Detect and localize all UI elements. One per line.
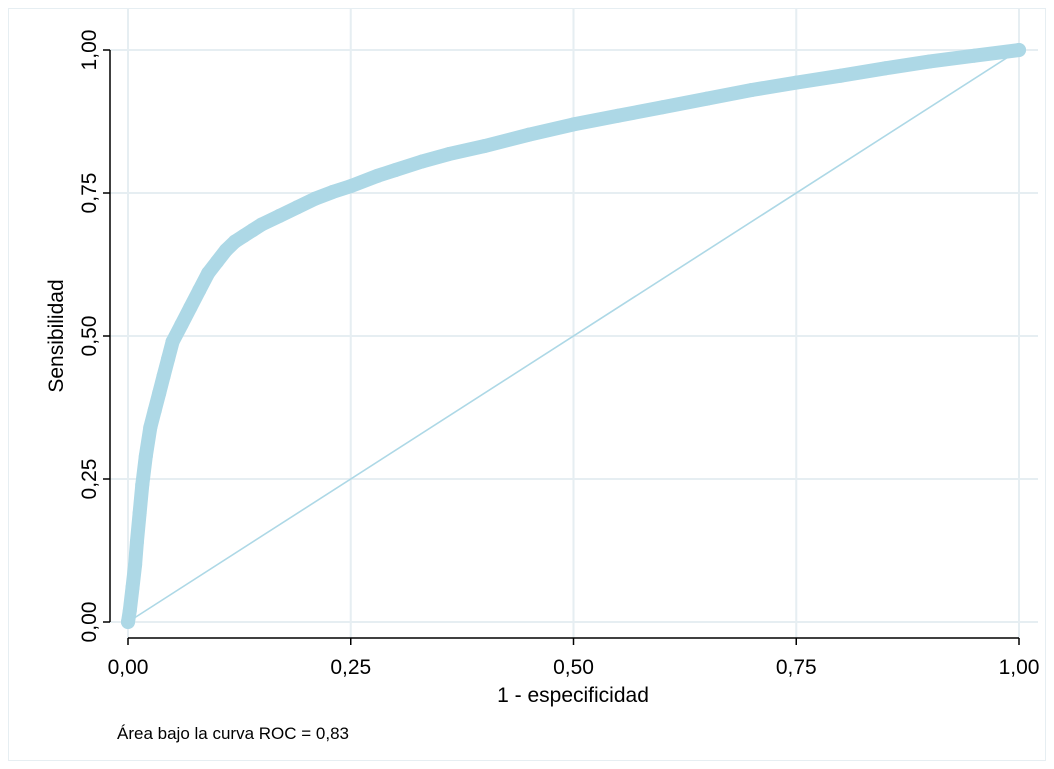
roc-point [121,615,135,629]
x-tick-label-1: 0,25 [330,656,371,679]
y-tick-label-1: 0,25 [78,459,101,500]
roc-point [441,147,456,162]
roc-point [922,54,937,69]
roc-point [477,139,492,154]
roc-point [343,179,358,194]
roc-point [878,61,893,76]
roc-point [254,217,269,232]
roc-point [325,184,340,199]
reference-layer [127,49,1020,623]
roc-point [744,83,759,98]
roc-point [122,603,137,618]
roc-point [192,283,207,298]
x-tick-label-0: 0,00 [108,656,149,679]
reference-diagonal-line [127,49,1020,623]
roc-point [132,506,147,521]
y-tick-label-3: 0,75 [78,173,101,214]
roc-point [700,91,715,106]
tick-layer: 0,00 0,25 0,50 0,75 1,00 0,00 0,25 0,50 0,75 1,00 [78,30,1039,679]
roc-point [165,334,180,349]
grid-layer [110,8,1038,638]
x-tick-label-2: 0,50 [553,656,594,679]
roc-point [183,300,198,315]
roc-point [521,127,536,142]
roc-point [128,557,143,572]
roc-point [308,191,323,206]
roc-point [967,48,982,63]
y-tick-label-0: 0,00 [78,602,101,643]
y-tick-label-2: 0,50 [78,316,101,357]
y-axis-title: Sensibilidad [45,279,68,392]
roc-point [147,403,162,418]
roc-point [370,168,385,183]
roc-point [789,75,804,90]
roc-point [415,154,430,169]
roc-point [655,100,670,115]
y-tick-label-4: 1,00 [78,30,101,71]
roc-area-note: Área bajo la curva ROC = 0,83 [117,724,349,743]
roc-point [125,580,140,595]
roc-point [210,254,225,269]
roc-point [833,68,848,83]
roc-point [129,534,144,549]
roc-point [152,386,167,401]
roc-point [138,449,153,464]
roc-point [174,317,189,332]
roc-point [219,243,234,258]
roc-point [161,351,176,366]
roc-point [156,369,171,384]
roc-point [566,117,581,132]
x-tick-label-3: 0,75 [776,656,817,679]
curve-layer [121,43,1026,629]
roc-point [135,477,150,492]
x-axis-title: 1 - especificidad [497,684,649,707]
roc-point [143,420,158,435]
roc-point [290,200,305,215]
roc-point [388,163,403,178]
x-tick-label-4: 1,00 [999,656,1040,679]
roc-point [201,266,216,281]
roc-point [272,208,287,223]
roc-point [1012,43,1026,57]
roc-point [611,108,626,123]
